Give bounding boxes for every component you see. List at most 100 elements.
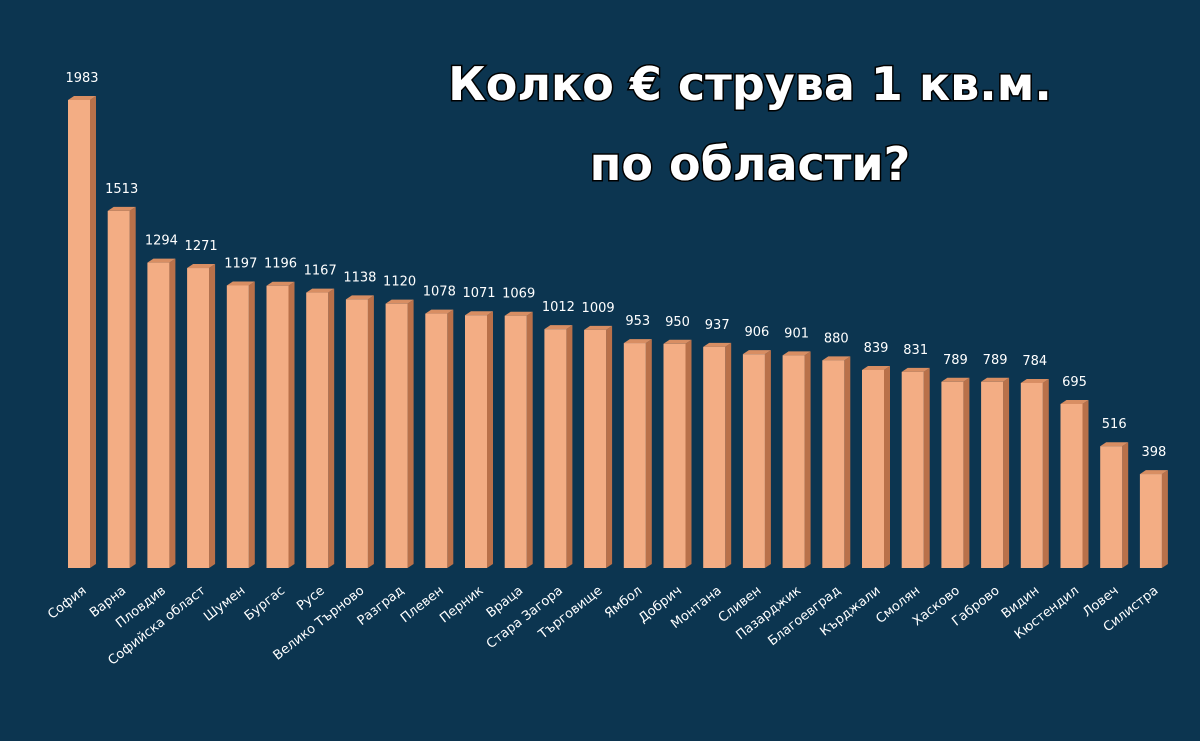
- bar-top: [703, 342, 732, 347]
- bar-top: [226, 281, 255, 286]
- value-label: 880: [824, 331, 849, 346]
- bar: [345, 299, 368, 568]
- bar: [425, 313, 448, 568]
- bar-side: [169, 258, 176, 568]
- bar-top: [504, 311, 533, 316]
- bar-side: [645, 339, 652, 568]
- bar-side: [685, 339, 692, 568]
- bar-side: [487, 311, 493, 568]
- bar: [623, 343, 646, 568]
- bar-side: [129, 206, 136, 568]
- bar-side: [367, 295, 374, 568]
- bar-top: [465, 311, 493, 316]
- bar-side: [884, 365, 890, 568]
- bar-side: [764, 350, 771, 568]
- value-label: 950: [665, 315, 690, 330]
- value-label: 1197: [224, 257, 257, 272]
- bar-side: [90, 96, 96, 568]
- bar: [107, 210, 130, 568]
- bar: [822, 360, 845, 568]
- value-label: 1196: [264, 257, 297, 272]
- bar-top: [742, 350, 771, 355]
- bar: [266, 285, 289, 568]
- value-label: 1294: [145, 234, 178, 249]
- bar-top: [345, 295, 374, 300]
- bar-side: [725, 342, 732, 568]
- bar-top: [1100, 442, 1129, 447]
- bar-top: [1139, 470, 1168, 475]
- bar-side: [963, 377, 970, 568]
- bar: [147, 262, 170, 568]
- bar-side: [209, 264, 216, 568]
- bar: [1139, 474, 1162, 568]
- bar: [901, 371, 924, 568]
- value-label: 839: [864, 341, 889, 356]
- bar-top: [107, 206, 136, 211]
- bar: [862, 369, 884, 568]
- bar-side: [1042, 378, 1049, 568]
- bar-top: [663, 339, 692, 344]
- bar: [544, 329, 567, 568]
- bar: [663, 343, 686, 568]
- bar-top: [147, 258, 176, 263]
- value-label: 831: [903, 343, 928, 358]
- chart-title: по области?: [590, 137, 911, 191]
- bar-top: [68, 96, 96, 100]
- value-label: 1167: [304, 264, 337, 279]
- value-label: 695: [1062, 375, 1087, 390]
- bar-side: [526, 311, 533, 568]
- value-label: 1271: [185, 239, 218, 254]
- bar-top: [544, 325, 573, 330]
- bar: [306, 292, 329, 568]
- bar-top: [981, 377, 1010, 382]
- bar: [742, 354, 765, 568]
- value-label: 1012: [542, 300, 575, 315]
- bar-side: [804, 351, 811, 568]
- bar: [465, 315, 487, 568]
- bar: [584, 329, 607, 568]
- bar-side: [923, 367, 930, 568]
- value-label: 901: [784, 326, 809, 341]
- bar-top: [901, 367, 930, 372]
- bar-side: [1003, 377, 1010, 568]
- bar-side: [844, 356, 851, 568]
- bar-top: [385, 299, 414, 304]
- chart-title: Колко € струва 1 кв.м.: [448, 57, 1052, 111]
- bar-side: [1082, 399, 1089, 568]
- bar: [1060, 403, 1083, 568]
- bar: [504, 315, 527, 568]
- value-label: 784: [1022, 354, 1047, 369]
- bar-top: [1060, 399, 1089, 404]
- value-label: 516: [1102, 417, 1127, 432]
- bar-top: [623, 339, 652, 344]
- value-label: 398: [1141, 445, 1166, 460]
- value-label: 906: [744, 325, 769, 340]
- bar-top: [584, 325, 613, 330]
- bar: [385, 303, 408, 568]
- bar-side: [407, 299, 414, 568]
- bar-top: [822, 356, 851, 361]
- value-label: 937: [705, 318, 730, 333]
- bar: [1100, 446, 1123, 568]
- value-label: 789: [943, 353, 968, 368]
- bar-side: [447, 309, 454, 568]
- bar-side: [1122, 442, 1129, 568]
- bar-side: [566, 325, 573, 568]
- value-label: 789: [983, 353, 1008, 368]
- bar-side: [288, 281, 295, 568]
- value-label: 1009: [582, 301, 615, 316]
- bar: [1020, 382, 1043, 568]
- value-label: 1513: [105, 182, 138, 197]
- bar: [68, 100, 90, 568]
- bar-top: [266, 281, 295, 286]
- value-label: 953: [625, 314, 650, 329]
- value-label: 1120: [383, 275, 416, 290]
- bar: [703, 346, 726, 568]
- bar-top: [306, 288, 335, 293]
- bar-top: [782, 351, 811, 356]
- bar-side: [328, 288, 335, 568]
- bar-side: [1161, 470, 1168, 568]
- bar: [941, 381, 964, 568]
- value-label: 1078: [423, 285, 456, 300]
